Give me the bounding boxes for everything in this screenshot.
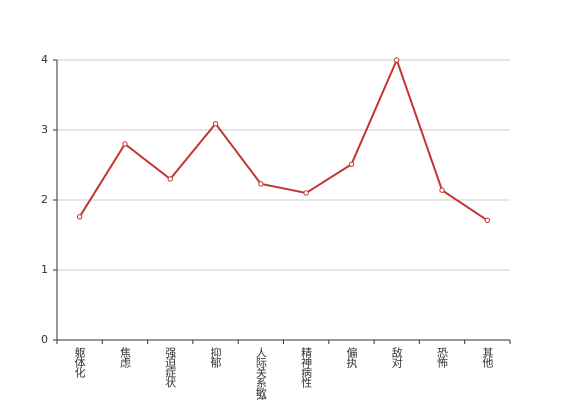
- x-tick-label: 抑郁: [209, 346, 222, 368]
- x-tick-label: 其他: [481, 347, 494, 368]
- point: [303, 190, 309, 196]
- y-tick-label: 1: [41, 263, 48, 276]
- point: [439, 187, 445, 193]
- line: [78, 57, 488, 222]
- point: [258, 181, 264, 187]
- point: [212, 121, 219, 127]
- x-tick-label: 人际关系敏感: [254, 347, 267, 400]
- point: [76, 214, 83, 220]
- y-tick-label: 4: [41, 53, 48, 66]
- point: [394, 57, 400, 63]
- x-tick-label: 强迫症状: [164, 347, 177, 388]
- x-tick-label: 精神病性: [300, 347, 313, 389]
- y-tick-label: 2: [41, 193, 48, 206]
- x-tick-label: 偏执: [345, 346, 358, 369]
- x-tick-label: 恐怖: [436, 347, 449, 368]
- x-tick-label: 敌对: [390, 346, 403, 368]
- point: [122, 141, 128, 147]
- point: [484, 217, 491, 224]
- point: [348, 161, 355, 168]
- y-tick-label: 3: [41, 123, 48, 136]
- x-tick-label: 躯体化: [73, 347, 86, 379]
- x-tick-label: 焦虑: [118, 347, 131, 368]
- y-tick-label: 0: [41, 333, 48, 346]
- point: [167, 176, 173, 182]
